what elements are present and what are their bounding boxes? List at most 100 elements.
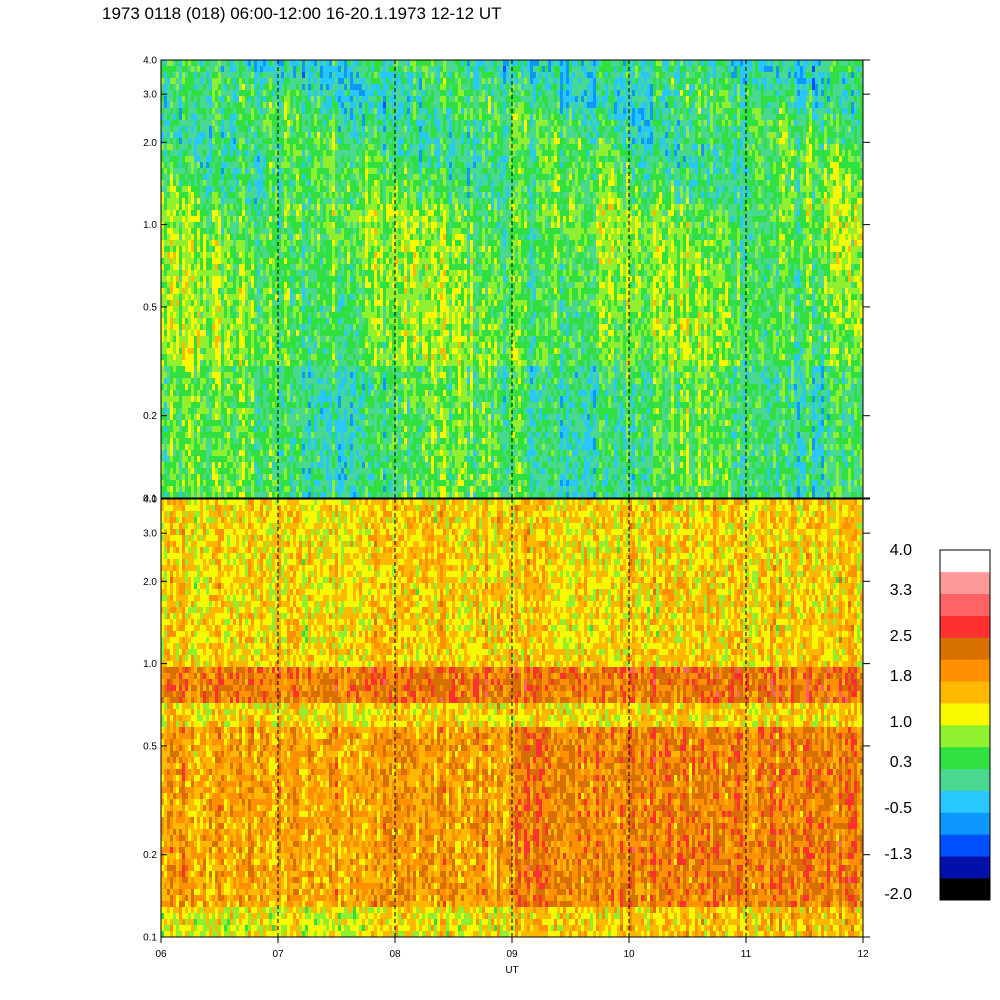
- spectrogram-cell: [611, 126, 615, 133]
- spectrogram-cell: [209, 186, 213, 193]
- spectrogram-cell: [482, 72, 486, 79]
- spectrogram-cell: [641, 162, 645, 169]
- spectrogram-cell: [221, 144, 225, 151]
- spectrogram-cell: [593, 126, 597, 133]
- spectrogram-cell: [305, 174, 309, 181]
- spectrogram-cell: [719, 108, 723, 115]
- spectrogram-cell: [554, 114, 558, 121]
- spectrogram-cell: [566, 102, 570, 109]
- spectrogram-cell: [686, 162, 690, 169]
- spectrogram-cell: [221, 162, 225, 169]
- spectrogram-cell: [743, 144, 747, 151]
- spectrogram-cell: [521, 120, 525, 127]
- spectrogram-cell: [665, 60, 669, 67]
- spectrogram-cell: [404, 180, 408, 187]
- spectrogram-cell: [791, 96, 795, 103]
- spectrogram-cell: [203, 174, 207, 181]
- spectrogram-cell: [647, 120, 651, 127]
- spectrogram-cell: [413, 120, 417, 127]
- spectrogram-cell: [407, 60, 411, 67]
- spectrogram-cell: [431, 162, 435, 169]
- spectrogram-cell: [413, 108, 417, 115]
- spectrogram-cell: [755, 162, 759, 169]
- spectrogram-cell: [677, 120, 681, 127]
- spectrogram-cell: [617, 138, 621, 145]
- spectrogram-cell: [788, 144, 792, 151]
- spectrogram-cell: [314, 174, 318, 181]
- spectrogram-cell: [527, 84, 531, 91]
- spectrogram-cell: [575, 114, 579, 121]
- spectrogram-cell: [704, 66, 708, 73]
- spectrogram-cell: [590, 156, 594, 163]
- spectrogram-cell: [803, 96, 807, 103]
- spectrogram-cell: [422, 180, 426, 187]
- spectrogram-cell: [740, 138, 744, 145]
- spectrogram-cell: [524, 138, 528, 145]
- spectrogram-cell: [257, 102, 261, 109]
- spectrogram-cell: [638, 84, 642, 91]
- spectrogram-cell: [623, 180, 627, 187]
- spectrogram-cell: [800, 126, 804, 133]
- spectrogram-cell: [599, 162, 603, 169]
- spectrogram-cell: [743, 120, 747, 127]
- spectrogram-cell: [566, 156, 570, 163]
- spectrogram-cell: [623, 144, 627, 151]
- spectrogram-cell: [461, 108, 465, 115]
- spectrogram-cell: [266, 108, 270, 115]
- spectrogram-cell: [524, 108, 528, 115]
- spectrogram-cell: [593, 108, 597, 115]
- spectrogram-cell: [242, 138, 246, 145]
- spectrogram-cell: [746, 168, 750, 175]
- spectrogram-cell: [392, 156, 396, 163]
- spectrogram-cell: [566, 84, 570, 91]
- spectrogram-cell: [323, 150, 327, 157]
- spectrogram-cell: [581, 162, 585, 169]
- spectrogram-cell: [401, 162, 405, 169]
- spectrogram-cell: [638, 174, 642, 181]
- spectrogram-cell: [458, 144, 462, 151]
- spectrogram-cell: [401, 84, 405, 91]
- spectrogram-cell: [569, 108, 573, 115]
- spectrogram-cell: [182, 120, 186, 127]
- spectrogram-cell: [797, 72, 801, 79]
- spectrogram-cell: [791, 66, 795, 73]
- spectrogram-cell: [674, 150, 678, 157]
- spectrogram-cell: [758, 120, 762, 127]
- spectrogram-cell: [248, 144, 252, 151]
- spectrogram-cell: [398, 72, 402, 79]
- spectrogram-cell: [557, 90, 561, 97]
- spectrogram-cell: [254, 120, 258, 127]
- spectrogram-cell: [293, 60, 297, 67]
- spectrogram-cell: [425, 78, 429, 85]
- spectrogram-cell: [569, 150, 573, 157]
- spectrogram-cell: [479, 114, 483, 121]
- spectrogram-cell: [527, 108, 531, 115]
- spectrogram-cell: [572, 132, 576, 139]
- spectrogram-cell: [203, 156, 207, 163]
- spectrogram-cell: [221, 96, 225, 103]
- spectrogram-cell: [701, 114, 705, 121]
- spectrogram-cell: [851, 126, 855, 133]
- spectrogram-cell: [740, 162, 744, 169]
- spectrogram-cell: [284, 84, 288, 91]
- spectrogram-cell: [164, 186, 168, 193]
- spectrogram-cell: [620, 96, 624, 103]
- spectrogram-cell: [335, 144, 339, 151]
- spectrogram-cell: [845, 168, 849, 175]
- spectrogram-cell: [797, 150, 801, 157]
- spectrogram-cell: [599, 108, 603, 115]
- spectrogram-cell: [332, 66, 336, 73]
- spectrogram-cell: [599, 84, 603, 91]
- spectrogram-cell: [317, 96, 321, 103]
- spectrogram-cell: [842, 174, 846, 181]
- spectrogram-cell: [239, 138, 243, 145]
- spectrogram-cell: [224, 162, 228, 169]
- spectrogram-cell: [329, 60, 333, 67]
- spectrogram-cell: [785, 96, 789, 103]
- spectrogram-cell: [659, 126, 663, 133]
- spectrogram-cell: [614, 66, 618, 73]
- spectrogram-cell: [692, 126, 696, 133]
- spectrogram-cell: [188, 144, 192, 151]
- spectrogram-cell: [221, 132, 225, 139]
- spectrogram-cell: [710, 174, 714, 181]
